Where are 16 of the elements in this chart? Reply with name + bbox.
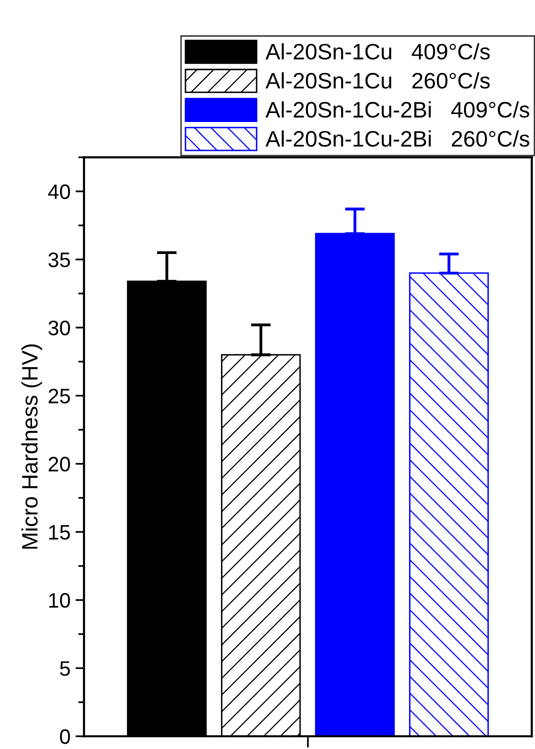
y-tick-label: 25 xyxy=(48,388,70,404)
legend-label: Al-20Sn-1Cu 409°C/s xyxy=(266,43,490,60)
bar xyxy=(409,272,489,736)
y-tick-label: 15 xyxy=(49,525,70,540)
y-tick-label: 0 xyxy=(60,729,70,744)
y-tick-label: 30 xyxy=(48,320,70,336)
legend-label: Al-20Sn-1Cu-2Bi 260°C/s xyxy=(266,130,530,147)
y-axis-title: Micro Hardness (HV) xyxy=(21,344,42,549)
bar xyxy=(315,232,395,736)
legend-label: Al-20Sn-1Cu 260°C/s xyxy=(266,72,490,89)
y-tick-label: 35 xyxy=(48,252,70,268)
y-tick-label: 40 xyxy=(48,184,70,200)
y-tick-label: 20 xyxy=(48,456,70,472)
legend-label: Al-20Sn-1Cu-2Bi 409°C/s xyxy=(266,101,530,118)
y-tick-label: 10 xyxy=(49,593,70,608)
y-tick-label: 5 xyxy=(60,661,70,676)
